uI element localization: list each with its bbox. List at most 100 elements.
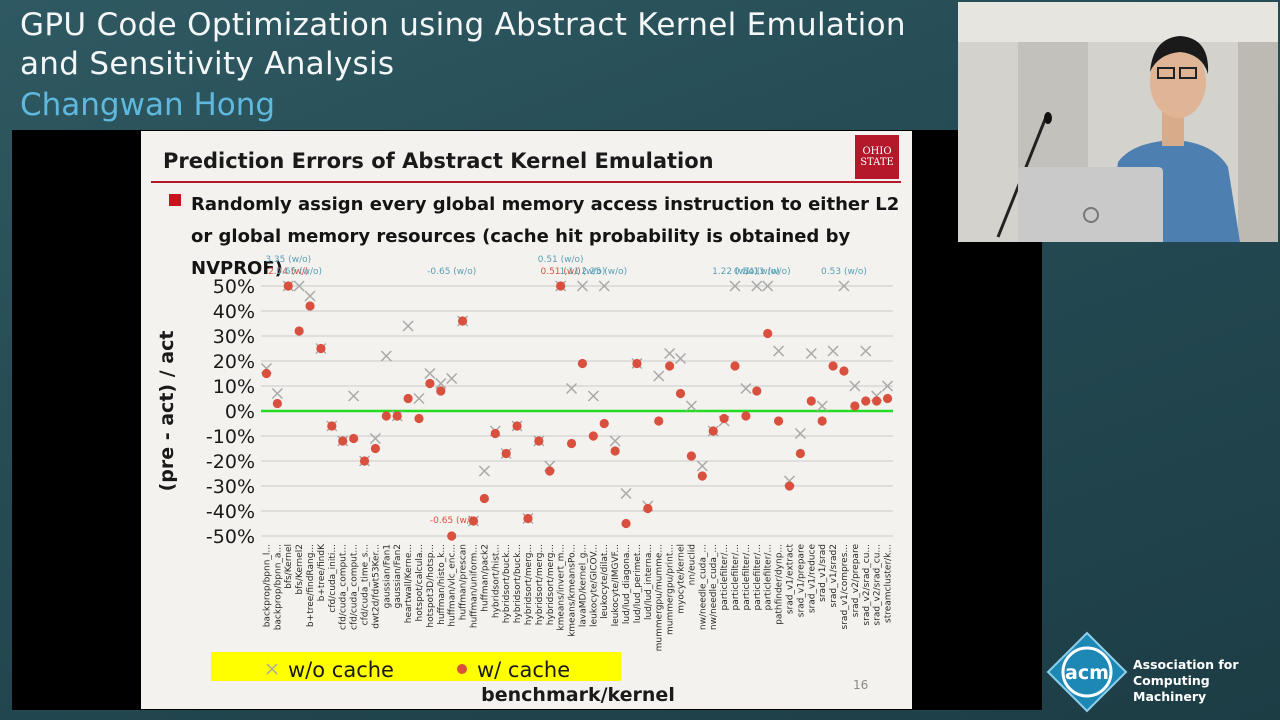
acm-logo-text: acm: [1065, 662, 1109, 684]
x-tick-label: myocyte/kernel: [677, 544, 687, 614]
point-w-cache: [675, 388, 686, 399]
point-w-cache: [294, 326, 304, 336]
point-w-cache: [708, 426, 718, 436]
outlier-annotation: 2.74 (w/): [268, 267, 308, 277]
point-wo-cache: [685, 400, 697, 412]
x-tick-label: srad_v2/prepare: [851, 544, 861, 618]
point-w-cache: [305, 301, 315, 311]
point-w-cache: [479, 493, 489, 504]
x-tick-label: lud/lud_diagona...: [622, 544, 632, 624]
slide-page-number: 16: [853, 678, 869, 692]
x-tick-label: hybridsort/hist...: [491, 544, 501, 618]
speaker-video-scene: [958, 2, 1278, 242]
y-axis-label: (pre - act) / act: [156, 331, 178, 492]
x-tick-label: b+tree/findK: [317, 543, 327, 601]
speaker-name: Changwan Hong: [20, 87, 276, 123]
x-tick-label: hybridsort/merg...: [546, 544, 556, 625]
x-tick-label: b+tree/findRang...: [306, 544, 316, 627]
slide-bullet: Randomly assign every global memory acce…: [191, 194, 900, 279]
x-tick-label: srad_v1/compres...: [840, 544, 850, 629]
point-w-cache: [577, 358, 588, 369]
point-w-cache: [457, 316, 468, 326]
point-wo-cache: [380, 350, 392, 362]
point-w-cache: [566, 438, 577, 449]
point-w-cache: [349, 433, 359, 444]
y-tick-label: -40%: [206, 501, 255, 523]
x-tick-label: cfd/cuda_comput...: [350, 544, 360, 630]
point-wo-cache: [827, 345, 839, 357]
outlier-annotation: 1.11 (w/o): [560, 267, 606, 277]
acm-name-line2: Computing Machinery: [1133, 673, 1210, 704]
point-w-cache: [556, 281, 566, 291]
point-wo-cache: [566, 382, 578, 395]
x-tick-label: srad_v1/extract: [785, 544, 795, 615]
point-wo-cache: [773, 345, 785, 357]
point-w-cache: [316, 343, 326, 354]
point-wo-cache: [576, 280, 588, 292]
x-tick-label: huffman/vlc_enc...: [448, 544, 458, 627]
point-wo-cache: [402, 320, 414, 332]
x-tick-label: srad_v2/srad_cu...: [873, 544, 883, 626]
point-w-cache: [806, 396, 816, 406]
laptop: [1018, 167, 1163, 242]
point-w-cache: [381, 411, 391, 421]
x-tick-label: particlefilter/...: [720, 544, 730, 611]
speaker-face: [1150, 46, 1206, 118]
point-w-cache: [545, 466, 555, 476]
point-w-cache: [338, 436, 348, 446]
point-w-cache: [817, 416, 827, 426]
x-tick-label: hotspot/calcula...: [415, 544, 425, 621]
y-tick-label: -20%: [206, 451, 255, 473]
point-wo-cache: [805, 347, 817, 360]
point-wo-cache: [751, 280, 763, 292]
point-wo-cache: [424, 367, 436, 380]
point-wo-cache: [413, 392, 425, 405]
point-w-cache: [283, 281, 293, 291]
legend-label-wo-cache: w/o cache: [288, 658, 394, 682]
x-axis-label: benchmark/kernel: [481, 684, 675, 706]
x-tick-label: bfs/Kernel2: [295, 544, 305, 595]
glasses-right: [1179, 67, 1197, 79]
point-w-cache: [621, 518, 631, 529]
legend-marker-w-cache: [457, 664, 467, 674]
outlier-annotation: 0.53 (w/o): [821, 267, 867, 277]
point-w-cache: [414, 413, 424, 424]
point-w-cache: [501, 448, 511, 459]
point-w-cache: [882, 393, 893, 404]
talk-title: GPU Code Optimization using Abstract Ker…: [20, 6, 950, 84]
point-w-cache: [403, 393, 413, 404]
x-tick-label: srad_v1/srad2: [829, 544, 839, 608]
x-tick-label: pathfinder/dynp...: [775, 544, 785, 625]
outlier-annotation: 1.22 (w/o): [712, 267, 758, 277]
university-logo: OHIO STATE: [855, 135, 899, 179]
point-w-cache: [523, 513, 533, 524]
x-tick-label: nw/needle_cuda_...: [709, 544, 719, 630]
point-w-cache: [534, 436, 544, 446]
y-tick-label: 40%: [213, 301, 255, 323]
point-wo-cache: [882, 380, 894, 392]
x-tick-label: hybridsort/merg...: [535, 544, 545, 625]
point-w-cache: [665, 361, 675, 371]
title-bar: GPU Code Optimization using Abstract Ker…: [0, 0, 958, 128]
legend-box: [211, 652, 621, 681]
talk-title-line1: GPU Code Optimization using Abstract Ker…: [20, 7, 906, 43]
point-w-cache: [839, 366, 849, 376]
x-tick-label: huffman/prescan: [459, 544, 469, 620]
talk-title-line2: and Sensitivity Analysis: [20, 46, 395, 82]
point-wo-cache: [446, 372, 458, 385]
x-tick-label: srad_v2/srad_cu...: [862, 544, 872, 626]
y-tick-label: -10%: [206, 426, 255, 448]
y-tick-label: 0%: [225, 401, 255, 423]
x-tick-label: streamcluster/k...: [884, 544, 894, 623]
acm-ring: [1061, 646, 1113, 698]
video-pillar: [1238, 42, 1278, 242]
outlier-annotation: 2.25 (w/o): [581, 267, 627, 277]
speaker-neck: [1162, 112, 1184, 146]
point-wo-cache: [435, 377, 447, 390]
point-wo-cache: [653, 370, 665, 382]
x-tick-label: srad_v1/prepare: [796, 544, 806, 618]
point-w-cache: [795, 448, 805, 459]
point-w-cache: [370, 443, 381, 454]
university-logo-text: OHIO STATE: [860, 146, 894, 168]
point-wo-cache: [293, 280, 305, 292]
